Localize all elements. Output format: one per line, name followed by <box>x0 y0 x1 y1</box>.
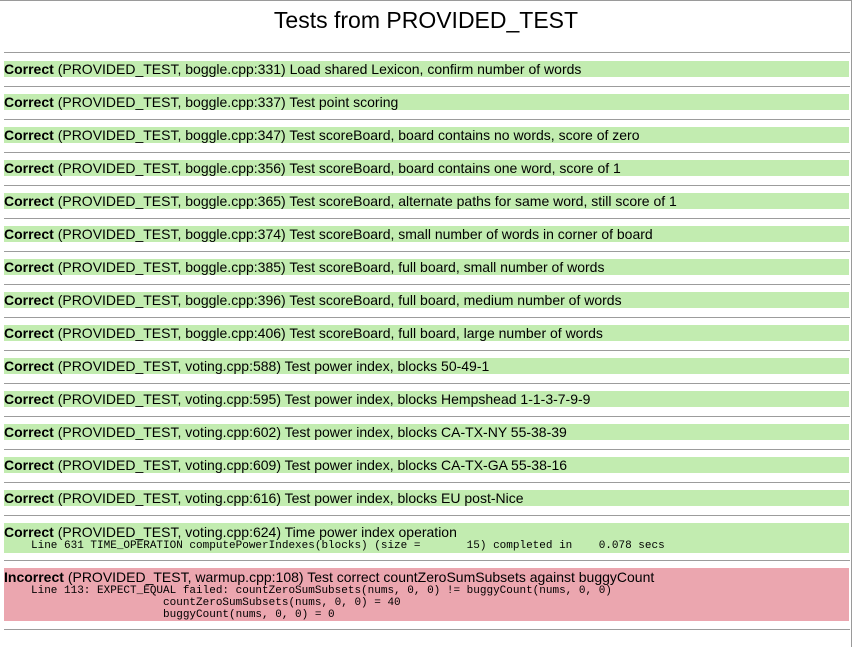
result-message: (PROVIDED_TEST, boggle.cpp:331) Load sha… <box>57 61 582 77</box>
result-status: Correct <box>4 61 54 77</box>
divider <box>4 251 850 252</box>
test-result-row: Correct (PROVIDED_TEST, boggle.cpp:385) … <box>4 259 849 275</box>
result-status: Correct <box>4 259 54 275</box>
divider <box>4 185 850 186</box>
test-result-row: Correct (PROVIDED_TEST, boggle.cpp:331) … <box>4 61 849 77</box>
test-result-row: Correct (PROVIDED_TEST, boggle.cpp:337) … <box>4 94 849 110</box>
divider <box>4 119 850 120</box>
result-message: (PROVIDED_TEST, voting.cpp:588) Test pow… <box>57 358 490 374</box>
result-message: (PROVIDED_TEST, voting.cpp:609) Test pow… <box>57 457 568 473</box>
test-result-row: Correct (PROVIDED_TEST, voting.cpp:609) … <box>4 457 849 473</box>
divider <box>4 383 850 384</box>
result-message: (PROVIDED_TEST, boggle.cpp:385) Test sco… <box>57 259 605 275</box>
result-status: Correct <box>4 325 54 341</box>
divider <box>4 52 850 53</box>
divider <box>4 416 850 417</box>
divider <box>4 449 850 450</box>
test-result-row: Correct (PROVIDED_TEST, boggle.cpp:374) … <box>4 226 849 242</box>
result-status: Correct <box>4 292 54 308</box>
result-message: (PROVIDED_TEST, boggle.cpp:406) Test sco… <box>57 325 603 341</box>
result-detail: Line 631 TIME_OPERATION computePowerInde… <box>31 540 665 552</box>
result-status: Correct <box>4 127 54 143</box>
divider <box>4 317 850 318</box>
result-message: (PROVIDED_TEST, warmup.cpp:108) Test cor… <box>67 569 655 585</box>
result-status: Correct <box>4 524 54 540</box>
test-result-row: Correct (PROVIDED_TEST, boggle.cpp:347) … <box>4 127 849 143</box>
divider <box>4 86 850 87</box>
test-result-row: Correct (PROVIDED_TEST, voting.cpp:624) … <box>4 523 849 553</box>
result-status: Correct <box>4 391 54 407</box>
result-message: (PROVIDED_TEST, boggle.cpp:365) Test sco… <box>57 193 677 209</box>
result-status: Correct <box>4 457 54 473</box>
result-message: (PROVIDED_TEST, boggle.cpp:347) Test sco… <box>57 127 640 143</box>
result-status: Incorrect <box>4 569 64 585</box>
divider <box>4 629 850 630</box>
test-result-row: Correct (PROVIDED_TEST, voting.cpp:588) … <box>4 358 849 374</box>
result-message: (PROVIDED_TEST, voting.cpp:595) Test pow… <box>57 391 591 407</box>
test-result-row: Correct (PROVIDED_TEST, boggle.cpp:396) … <box>4 292 849 308</box>
result-message: (PROVIDED_TEST, boggle.cpp:374) Test sco… <box>57 226 653 242</box>
test-result-row: Correct (PROVIDED_TEST, voting.cpp:595) … <box>4 391 849 407</box>
result-message: (PROVIDED_TEST, voting.cpp:624) Time pow… <box>57 524 457 540</box>
divider <box>4 482 850 483</box>
result-detail: Line 113: EXPECT_EQUAL failed: countZero… <box>31 585 612 621</box>
result-status: Correct <box>4 358 54 374</box>
divider <box>4 284 850 285</box>
page-title: Tests from PROVIDED_TEST <box>273 7 579 33</box>
result-status: Correct <box>4 226 54 242</box>
test-result-row: Correct (PROVIDED_TEST, boggle.cpp:406) … <box>4 325 849 341</box>
test-result-row: Correct (PROVIDED_TEST, boggle.cpp:356) … <box>4 160 849 176</box>
result-status: Correct <box>4 193 54 209</box>
divider <box>4 350 850 351</box>
result-message: (PROVIDED_TEST, voting.cpp:602) Test pow… <box>57 424 567 440</box>
test-result-row: Correct (PROVIDED_TEST, voting.cpp:602) … <box>4 424 849 440</box>
result-message: (PROVIDED_TEST, boggle.cpp:337) Test poi… <box>57 94 399 110</box>
divider <box>4 218 850 219</box>
result-message: (PROVIDED_TEST, boggle.cpp:396) Test sco… <box>57 292 622 308</box>
result-status: Correct <box>4 424 54 440</box>
result-message: (PROVIDED_TEST, boggle.cpp:356) Test sco… <box>57 160 621 176</box>
test-result-row: Correct (PROVIDED_TEST, boggle.cpp:365) … <box>4 193 849 209</box>
divider <box>4 152 850 153</box>
test-result-row: Correct (PROVIDED_TEST, voting.cpp:616) … <box>4 490 849 506</box>
divider <box>4 560 850 561</box>
result-status: Correct <box>4 490 54 506</box>
test-result-row: Incorrect (PROVIDED_TEST, warmup.cpp:108… <box>4 568 849 621</box>
result-status: Correct <box>4 94 54 110</box>
result-status: Correct <box>4 160 54 176</box>
divider <box>4 515 850 516</box>
result-message: (PROVIDED_TEST, voting.cpp:616) Test pow… <box>57 490 524 506</box>
